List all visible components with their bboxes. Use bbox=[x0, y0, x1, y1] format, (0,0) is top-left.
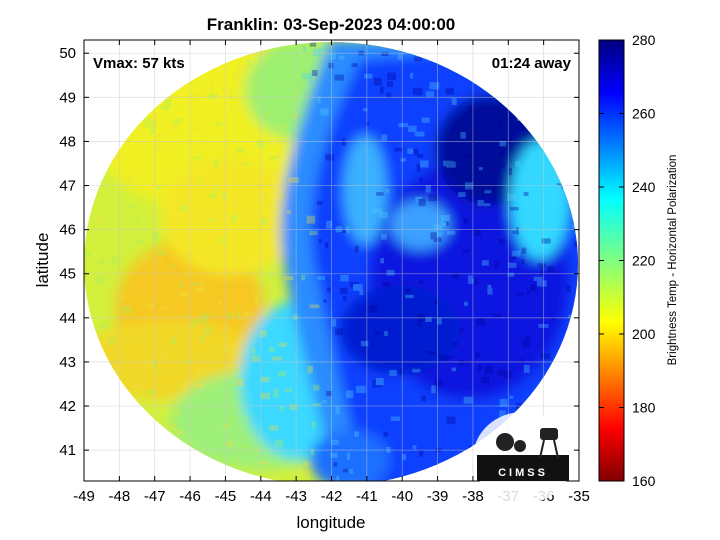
x-tick-label: -44 bbox=[250, 488, 272, 505]
chart-title: Franklin: 03-Sep-2023 04:00:00 bbox=[207, 15, 456, 34]
colorbar-tick-label: 260 bbox=[632, 106, 656, 122]
x-tick-label: -42 bbox=[321, 488, 343, 505]
grid bbox=[83, 40, 580, 481]
x-tick-label: -40 bbox=[391, 488, 413, 505]
cimss-logo: CIMSS bbox=[473, 412, 573, 504]
x-tick-label: -45 bbox=[215, 488, 237, 505]
x-tick-label: -47 bbox=[144, 488, 166, 505]
x-tick-label: -48 bbox=[109, 488, 131, 505]
y-tick-label: 41 bbox=[59, 442, 76, 459]
y-axis-label: latitude bbox=[33, 233, 52, 288]
brightness-field bbox=[84, 42, 578, 481]
time-away-annotation: 01:24 away bbox=[492, 55, 572, 72]
logo-text: CIMSS bbox=[498, 467, 548, 479]
y-tick-label: 48 bbox=[59, 133, 76, 150]
colorbar-tick-label: 240 bbox=[632, 179, 656, 195]
y-axis: 50 49 48 47 46 45 44 43 42 41 bbox=[59, 45, 579, 459]
colorbar-tick-label: 220 bbox=[632, 253, 656, 269]
colorbar-tick-label: 180 bbox=[632, 400, 656, 416]
colorbar-label: Brightness Temp - Horizontal Polarizatio… bbox=[667, 155, 679, 366]
x-axis-label: longitude bbox=[296, 513, 365, 532]
x-tick-label: -35 bbox=[568, 488, 590, 505]
colorbar-tick-label: 200 bbox=[632, 326, 656, 342]
x-tick-label: -39 bbox=[427, 488, 449, 505]
x-tick-label: -49 bbox=[73, 488, 95, 505]
colorbar-ticks: 280 260 240 220 200 180 160 bbox=[599, 32, 656, 489]
vmax-annotation: Vmax: 57 kts bbox=[93, 55, 185, 72]
y-tick-label: 45 bbox=[59, 266, 76, 283]
y-tick-label: 47 bbox=[59, 178, 76, 195]
colorbar-tick-label: 160 bbox=[632, 473, 656, 489]
y-tick-label: 46 bbox=[59, 222, 76, 239]
y-tick-label: 42 bbox=[59, 398, 76, 415]
x-tick-label: -41 bbox=[356, 488, 378, 505]
y-tick-label: 50 bbox=[59, 45, 76, 62]
x-tick-label: -46 bbox=[179, 488, 201, 505]
x-tick-label: -38 bbox=[462, 488, 484, 505]
y-tick-label: 44 bbox=[59, 310, 76, 327]
colorbar-tick-label: 280 bbox=[632, 32, 656, 48]
y-tick-label: 49 bbox=[59, 89, 76, 106]
x-tick-label: -43 bbox=[285, 488, 307, 505]
y-tick-label: 43 bbox=[59, 354, 76, 371]
